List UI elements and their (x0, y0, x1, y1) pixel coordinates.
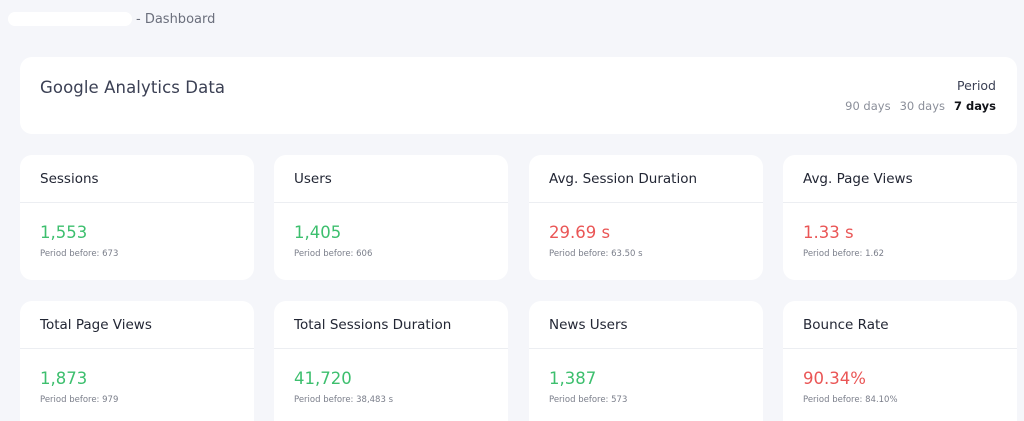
page-title: Google Analytics Data (40, 78, 226, 97)
period-option-90-days[interactable]: 90 days (845, 99, 891, 113)
metric-card-bounce-rate: Bounce Rate 90.34% Period before: 84.10% (783, 301, 1017, 421)
metric-value: 1.33 s (803, 223, 854, 242)
metric-value: 1,405 (294, 223, 342, 242)
metric-title: News Users (529, 301, 763, 349)
metric-period-before: Period before: 1.62 (803, 249, 885, 259)
metric-title: Avg. Page Views (783, 155, 1017, 203)
metric-value: 1,873 (40, 369, 88, 388)
metric-period-before: Period before: 979 (40, 395, 119, 405)
breadcrumb: - Dashboard (8, 10, 215, 28)
metric-period-before: Period before: 63.50 s (549, 249, 643, 259)
metric-value: 90.34% (803, 369, 866, 388)
metric-title: Total Sessions Duration (274, 301, 508, 349)
metric-card-users: Users 1,405 Period before: 606 (274, 155, 508, 280)
period-option-7-days[interactable]: 7 days (954, 99, 996, 113)
metric-card-avg-session-duration: Avg. Session Duration 29.69 s Period bef… (529, 155, 763, 280)
metric-period-before: Period before: 84.10% (803, 395, 898, 405)
analytics-header-card: Google Analytics Data Period 90 days 30 … (20, 57, 1017, 134)
metric-value: 29.69 s (549, 223, 611, 242)
metric-title: Total Page Views (20, 301, 254, 349)
metric-period-before: Period before: 673 (40, 249, 119, 259)
metric-card-news-users: News Users 1,387 Period before: 573 (529, 301, 763, 421)
metric-value: 1,553 (40, 223, 88, 242)
metric-card-total-page-views: Total Page Views 1,873 Period before: 97… (20, 301, 254, 421)
metric-value: 1,387 (549, 369, 597, 388)
metric-card-total-sessions-duration: Total Sessions Duration 41,720 Period be… (274, 301, 508, 421)
period-selector: 90 days 30 days 7 days (845, 99, 996, 113)
metric-value: 41,720 (294, 369, 352, 388)
metric-title: Sessions (20, 155, 254, 203)
metric-period-before: Period before: 606 (294, 249, 373, 259)
metric-period-before: Period before: 573 (549, 395, 628, 405)
period-option-30-days[interactable]: 30 days (899, 99, 945, 113)
metric-title: Users (274, 155, 508, 203)
metric-card-sessions: Sessions 1,553 Period before: 673 (20, 155, 254, 280)
redacted-site-name (8, 12, 132, 26)
period-label: Period (957, 78, 996, 93)
metric-title: Avg. Session Duration (529, 155, 763, 203)
metric-title: Bounce Rate (783, 301, 1017, 349)
breadcrumb-current: - Dashboard (136, 11, 216, 27)
metric-card-avg-page-views: Avg. Page Views 1.33 s Period before: 1.… (783, 155, 1017, 280)
metric-period-before: Period before: 38,483 s (294, 395, 393, 405)
